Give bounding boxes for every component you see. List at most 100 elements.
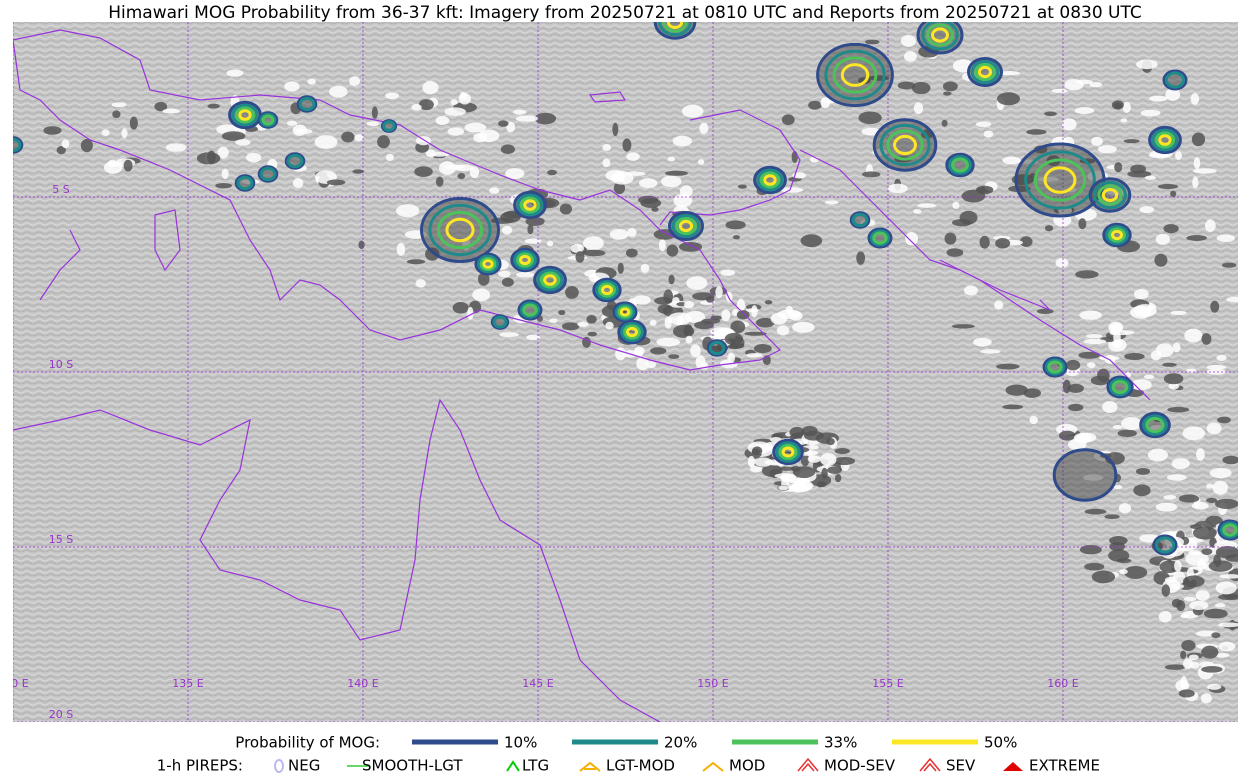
cloud-patch: [354, 134, 364, 142]
cloud-patch: [609, 229, 629, 240]
cloud-patch: [1206, 422, 1222, 435]
cloud-patch: [751, 448, 760, 456]
cloud-patch: [1044, 225, 1054, 232]
cloud-patch: [720, 269, 736, 276]
cloud-patch: [913, 209, 922, 214]
cloud-patch: [1201, 665, 1223, 673]
cloud-patch: [1148, 95, 1168, 102]
cloud-patch: [1195, 590, 1210, 601]
cloud-patch: [435, 176, 444, 187]
cloud-patch: [996, 92, 1021, 106]
cloud-patch: [1180, 614, 1189, 619]
cloud-patch: [667, 156, 676, 162]
contour: [259, 166, 277, 182]
contour: [781, 446, 795, 458]
cloud-patch: [1120, 118, 1128, 123]
cloud-patch: [1158, 610, 1172, 623]
contour: [926, 23, 954, 47]
cloud-patch: [746, 353, 763, 358]
cloud-patch: [1189, 524, 1203, 530]
cloud-patch: [1133, 289, 1149, 300]
cloud-patch: [226, 69, 244, 77]
cloud-patch: [546, 240, 554, 247]
cloud-patch: [747, 455, 756, 468]
cloud-patch: [284, 81, 300, 92]
cloud-patch: [777, 309, 802, 319]
contour: [428, 203, 492, 257]
contour: [1024, 150, 1096, 210]
contour: [974, 62, 996, 82]
cloud-patch: [498, 270, 511, 278]
legend-entry: EXTREME: [1029, 757, 1100, 775]
cloud-patch: [686, 276, 708, 290]
cloud-patch: [678, 241, 703, 252]
cloud-patch: [1215, 545, 1238, 559]
cloud-patch: [1074, 107, 1095, 115]
cloud-patch: [732, 235, 740, 240]
cloud-patch: [1188, 654, 1199, 661]
cloud-patch: [1215, 581, 1237, 595]
contour: [523, 199, 537, 211]
contour: [1044, 358, 1066, 376]
contour: [869, 229, 891, 247]
cloud-patch: [1086, 362, 1096, 369]
cloud-patch: [1114, 162, 1123, 173]
legend-entry: 10%: [504, 734, 537, 752]
cloud-patch: [858, 111, 882, 125]
cloud-patch: [429, 152, 450, 157]
cloud-patch: [617, 172, 625, 183]
cloud-patch: [500, 144, 515, 154]
cloud-patch: [1091, 570, 1116, 584]
cloud-patch: [1078, 351, 1101, 359]
longitude-label: 140 E: [347, 677, 378, 690]
cloud-patch: [458, 93, 472, 105]
cloud-patch: [900, 34, 916, 47]
contour: [619, 307, 631, 317]
cloud-patch: [1090, 375, 1110, 386]
cloud-patch: [1190, 93, 1200, 105]
cloud-patch: [549, 318, 558, 323]
cloud-patch: [1077, 432, 1097, 443]
cloud-patch: [477, 272, 490, 286]
cloud-patch: [1180, 650, 1187, 660]
cloud-patch: [1196, 448, 1205, 461]
cloud-patch: [1112, 424, 1123, 430]
cloud-patch: [753, 344, 772, 354]
cloud-patch: [1215, 652, 1230, 658]
cloud-patch: [995, 363, 1020, 370]
cloud-patch: [1055, 257, 1069, 268]
cloud-patch: [1089, 81, 1103, 88]
contour: [261, 114, 275, 126]
cloud-patch: [789, 426, 805, 439]
cloud-patch: [770, 436, 782, 443]
cloud-patch: [668, 274, 675, 285]
longitude-label: 145 E: [522, 677, 553, 690]
contour: [601, 284, 613, 296]
cloud-patch: [1171, 458, 1190, 470]
cloud-patch: [1200, 693, 1212, 704]
cloud-patch: [582, 236, 604, 250]
cloud-patch: [1214, 603, 1226, 608]
cloud-patch: [352, 169, 365, 174]
cloud-patch: [792, 321, 815, 333]
cloud-patch: [1166, 474, 1187, 481]
cloud-patch: [314, 135, 338, 149]
cloud-patch: [1183, 596, 1197, 602]
cloud-patch: [1104, 514, 1120, 520]
cloud-patch: [1219, 574, 1238, 579]
cloud-patch: [666, 244, 679, 257]
contour: [1111, 379, 1129, 395]
legend-entry: MOD: [729, 757, 765, 775]
cloud-patch: [1058, 430, 1076, 441]
cloud-patch: [1164, 664, 1186, 670]
cloud-patch: [217, 146, 229, 159]
legend-entry: 33%: [824, 734, 857, 752]
cloud-patch: [663, 289, 674, 304]
cloud-patch: [575, 251, 585, 263]
contour: [620, 322, 644, 342]
cloud-patch: [1199, 661, 1215, 668]
cloud-patch: [679, 185, 693, 198]
contour: [824, 49, 886, 101]
